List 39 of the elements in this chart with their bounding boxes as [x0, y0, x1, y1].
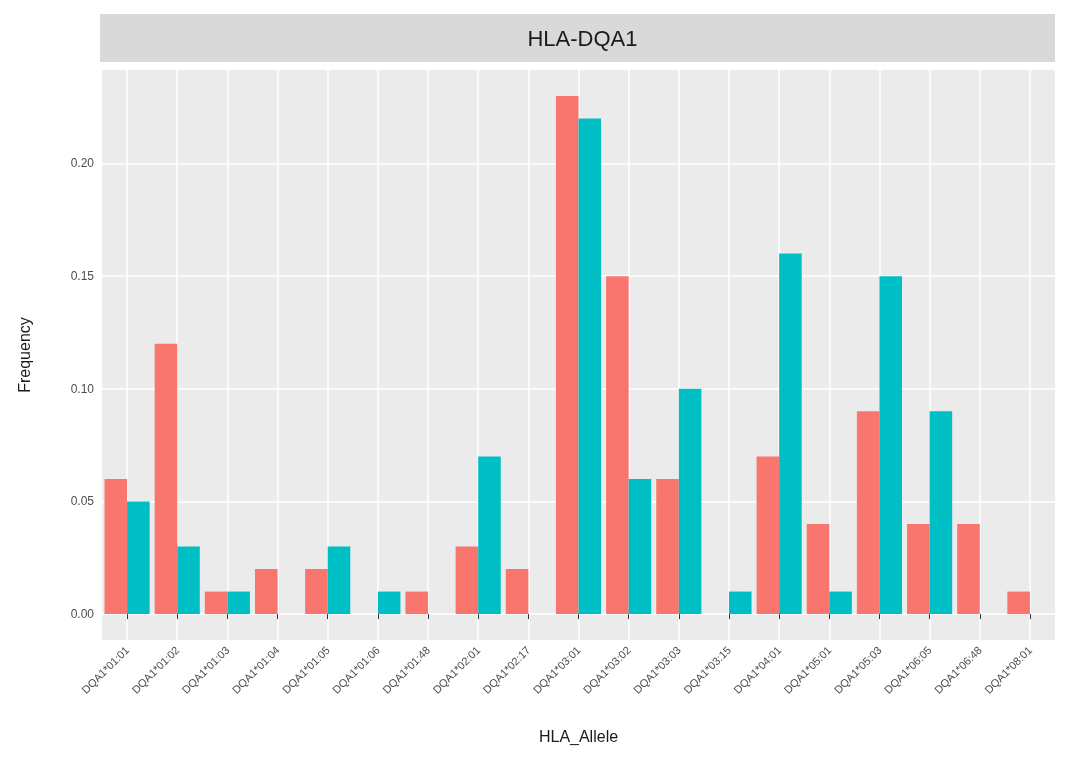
bar [806, 523, 830, 615]
y-tick-label: 0.15 [70, 269, 95, 284]
bar [779, 253, 802, 615]
bar [505, 569, 529, 615]
bar [907, 523, 930, 615]
bar [879, 276, 903, 615]
bar [405, 591, 429, 615]
bar [377, 591, 401, 615]
bar [204, 591, 228, 615]
bar [628, 478, 652, 615]
bar [455, 546, 479, 615]
bar [829, 591, 852, 615]
bar [1007, 591, 1030, 615]
y-tick-label: 0.10 [70, 381, 95, 396]
bar [656, 478, 679, 615]
x-axis-title: HLA_Allele [538, 727, 619, 746]
bar [127, 501, 150, 615]
bar [154, 343, 178, 615]
y-tick-label: 0.00 [70, 607, 95, 622]
y-tick-label: 0.05 [70, 494, 95, 509]
bar [756, 456, 780, 615]
bar [678, 388, 702, 615]
bar [254, 569, 278, 615]
bar [578, 118, 602, 615]
bar [728, 591, 752, 615]
bar [929, 411, 953, 615]
y-axis-title: Frequency [15, 317, 33, 393]
bar [104, 478, 128, 615]
bar [177, 546, 200, 615]
bar [856, 411, 880, 615]
bar [957, 523, 980, 615]
y-tick-label: 0.20 [70, 156, 95, 171]
bar [478, 456, 501, 615]
bar [227, 591, 250, 615]
bar [555, 95, 579, 615]
bar [305, 569, 328, 615]
bar [327, 546, 351, 615]
chart-title: HLA-DQA1 [527, 25, 638, 51]
bar [606, 276, 629, 615]
